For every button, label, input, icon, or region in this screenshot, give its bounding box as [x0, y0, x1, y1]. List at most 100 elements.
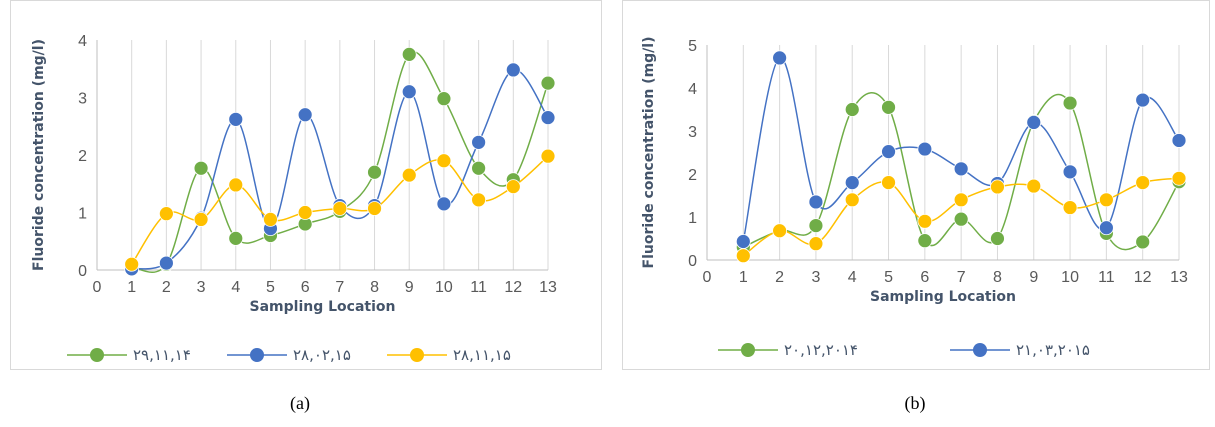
y-tick-label: 2	[78, 148, 87, 165]
data-point	[1062, 95, 1078, 111]
x-tick-label: 4	[231, 279, 240, 296]
legend-marker	[741, 343, 755, 357]
data-point	[881, 99, 896, 115]
caption-a: (a)	[290, 393, 310, 413]
data-point	[1098, 192, 1114, 208]
chart-panel-a: 0 1 2 3 4 5 6 7 8 9 10 11 12 13 0 1 2 3 4 Sampling Location…	[10, 0, 602, 370]
data-point	[1135, 175, 1151, 191]
data-point	[540, 148, 556, 164]
data-point	[1135, 234, 1151, 250]
y-tick-label: 4	[688, 81, 697, 98]
legend-marker	[410, 348, 424, 362]
data-point	[540, 75, 556, 91]
x-tick-label: 12	[504, 279, 522, 296]
data-point	[193, 160, 209, 176]
data-point	[881, 175, 896, 191]
data-point	[1135, 92, 1151, 108]
data-point	[808, 194, 824, 210]
legend-marker	[973, 343, 987, 357]
data-point	[1026, 178, 1042, 194]
data-point	[1062, 164, 1078, 180]
y-tick-labels: 0 1 2 3 4 5	[688, 38, 697, 270]
data-point	[540, 110, 556, 126]
x-tick-label: 9	[405, 279, 414, 296]
data-point	[297, 205, 313, 220]
data-point	[124, 256, 140, 272]
data-point	[367, 164, 382, 180]
x-tick-label: 3	[197, 279, 206, 296]
x-tick-label: 8	[370, 279, 379, 296]
data-point	[917, 233, 933, 249]
legend-label: ۲۱,۰۳,۲۰۱۵	[1016, 341, 1090, 359]
x-tick-label: 13	[1170, 269, 1188, 286]
x-tick-label: 9	[1029, 269, 1038, 286]
data-point	[1062, 200, 1078, 215]
y-axis-title: Fluoride concentration (mg/l)	[641, 37, 657, 269]
x-tick-label: 0	[93, 279, 102, 296]
data-point	[471, 192, 487, 208]
y-tick-label: 0	[78, 263, 87, 280]
data-point	[953, 211, 969, 227]
legend-label: ۲۸,۰۲,۱۵	[293, 346, 351, 364]
data-point	[953, 192, 969, 208]
data-point	[263, 211, 278, 227]
data-point	[436, 196, 452, 212]
x-tick-label: 5	[884, 269, 893, 286]
data-point	[1098, 220, 1114, 236]
caption-b: (b)	[904, 393, 926, 413]
x-tick-label: 7	[335, 279, 344, 296]
x-tick-labels: 0 1 2 3 4 5 6 7 8 9 10 11 12 13	[703, 269, 1188, 286]
data-point	[228, 230, 244, 246]
data-point	[990, 179, 1005, 195]
x-tick-label: 6	[301, 279, 310, 296]
x-tick-label: 2	[775, 269, 784, 286]
data-point	[436, 153, 452, 169]
x-axis-title: Sampling Location	[870, 289, 1016, 305]
x-tick-label: 0	[703, 269, 712, 286]
series-3	[124, 148, 556, 272]
x-tick-label: 7	[957, 269, 966, 286]
x-tick-label: 1	[739, 269, 748, 286]
gridlines	[131, 40, 549, 270]
x-tick-label: 5	[266, 279, 275, 296]
x-tick-label: 1	[127, 279, 136, 296]
data-point	[808, 218, 824, 234]
y-tick-label: 4	[78, 33, 87, 50]
x-tick-label: 6	[920, 269, 929, 286]
y-tick-label: 1	[688, 210, 697, 227]
x-tick-labels: 0 1 2 3 4 5 6 7 8 9 10 11 12 13	[93, 279, 557, 296]
chart-panel-b: 0 1 2 3 4 5 6 7 8 9 10 11 12 13 0 1 2 3 4 5 Sampling Locatio…	[622, 0, 1210, 370]
chart-frame	[10, 0, 602, 370]
data-point	[1171, 133, 1187, 148]
data-point	[1171, 170, 1187, 186]
legend-marker	[250, 348, 264, 362]
data-point	[505, 62, 521, 78]
legend-item: ۲۸,۰۲,۱۵	[227, 346, 351, 364]
x-tick-label: 4	[848, 269, 857, 286]
y-tick-label: 2	[688, 167, 697, 184]
x-tick-label: 13	[539, 279, 557, 296]
data-point	[808, 236, 824, 252]
y-tick-label: 1	[78, 206, 87, 223]
legend-label: ۲۸,۱۱,۱۵	[453, 346, 511, 364]
data-point	[436, 91, 452, 107]
data-point	[735, 234, 751, 249]
legend-item: ۲۸,۱۱,۱۵	[387, 346, 511, 364]
data-point	[158, 255, 174, 271]
data-point	[401, 167, 417, 183]
legend: ۲۹,۱۱,۱۴ ۲۸,۰۲,۱۵ ۲۸,۱۱,۱۵	[67, 346, 511, 364]
legend-label: ۲۹,۱۱,۱۴	[133, 346, 191, 364]
y-tick-labels: 0 1 2 3 4	[78, 33, 87, 280]
x-tick-label: 11	[1098, 269, 1115, 286]
legend-marker	[90, 348, 104, 362]
data-point	[193, 211, 209, 227]
x-axis-title: Sampling Location	[250, 299, 396, 315]
x-tick-label: 10	[1061, 269, 1079, 286]
data-point	[844, 175, 860, 191]
x-tick-label: 11	[470, 279, 487, 296]
data-point	[505, 179, 521, 195]
data-point	[990, 231, 1005, 246]
data-point	[228, 111, 244, 127]
